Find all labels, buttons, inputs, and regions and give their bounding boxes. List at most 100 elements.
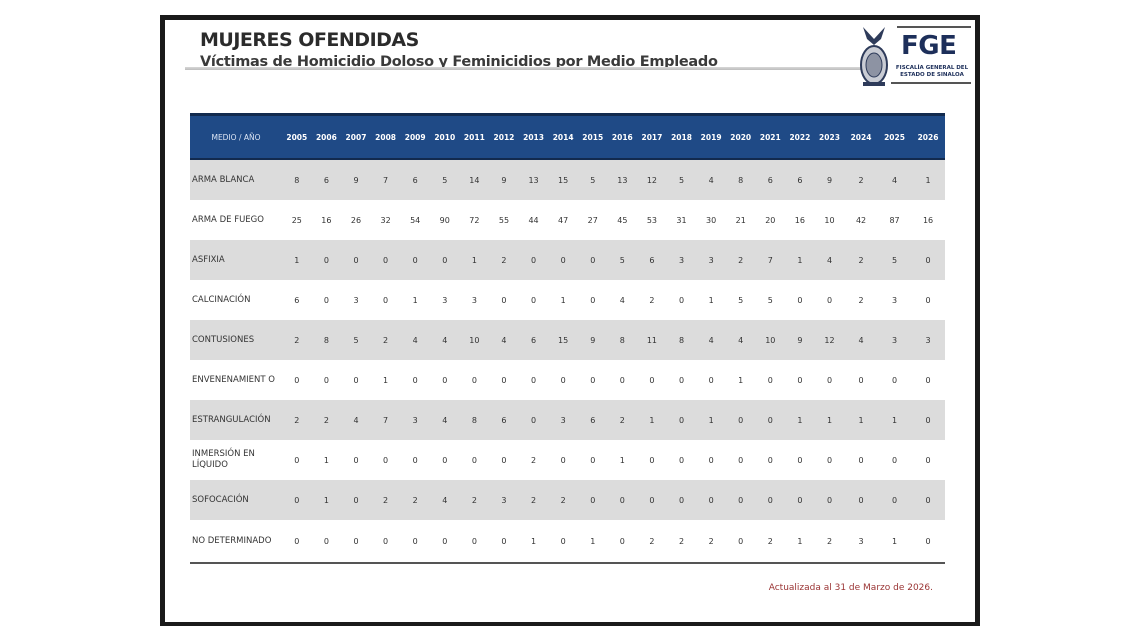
value-cell: 0 — [755, 480, 786, 520]
row-label: NO DETERMINADO — [190, 520, 282, 564]
value-cell: 0 — [607, 520, 638, 564]
value-cell: 0 — [341, 520, 371, 564]
value-cell: 2 — [370, 480, 401, 520]
value-cell: 54 — [410, 215, 421, 225]
row-label: ENVENENAMIENT O — [192, 374, 275, 385]
year-header: 2011 — [459, 113, 490, 160]
value-cell: 10 — [459, 320, 490, 360]
value-cell: 0 — [590, 455, 596, 465]
value-cell: 0 — [560, 455, 566, 465]
value-cell: 0 — [560, 375, 566, 385]
value-cell: 6 — [785, 159, 815, 200]
value-cell: 4 — [429, 480, 460, 520]
value-cell: 0 — [797, 295, 803, 305]
value-cell: 2 — [607, 400, 638, 440]
value-cell: 8 — [311, 320, 342, 360]
value-cell: 9 — [814, 159, 845, 200]
value-cell: 42 — [855, 215, 867, 225]
value-cell: 0 — [755, 400, 786, 440]
table-row: ASFIXIA 1 0 0 0 0 0 1 2 0 0 0 5 6 3 3 2 7 1 4 2 5 0 — [190, 240, 945, 280]
value-cell: 2 — [649, 295, 655, 305]
value-cell: 4 — [619, 295, 625, 305]
value-cell: 0 — [501, 375, 507, 385]
value-cell: 0 — [891, 375, 898, 385]
value-cell: 4 — [725, 320, 756, 360]
value-cell: 0 — [341, 240, 371, 280]
value-cell: 0 — [370, 520, 401, 564]
table-row: ARMA BLANCA 8 6 9 7 6 5 14 9 13 15 5 13 12 5 4 8 6 6 9 2 4 1 — [190, 159, 945, 200]
value-cell: 0 — [400, 520, 430, 564]
value-cell: 0 — [341, 480, 371, 520]
value-cell: 0 — [738, 455, 744, 465]
year-header: 2017 — [637, 113, 667, 160]
value-cell: 2 — [311, 400, 342, 440]
value-cell: 0 — [282, 480, 312, 520]
value-cell: 4 — [429, 320, 460, 360]
header-divider — [185, 67, 865, 70]
value-cell: 0 — [607, 480, 638, 520]
value-cell: 12 — [637, 159, 667, 200]
value-cell: 2 — [666, 520, 697, 564]
value-cell: 13 — [518, 159, 549, 200]
value-cell: 7 — [370, 159, 401, 200]
value-cell: 8 — [666, 320, 697, 360]
year-header: 2016 — [607, 113, 638, 160]
document-frame: MUJERES OFENDIDAS Víctimas de Homicidio … — [160, 15, 980, 626]
value-cell: 0 — [678, 375, 685, 385]
value-cell: 6 — [489, 400, 519, 440]
value-cell: 0 — [353, 375, 359, 385]
value-cell: 0 — [590, 375, 596, 385]
value-cell: 2 — [548, 480, 578, 520]
value-cell: 7 — [755, 240, 786, 280]
value-cell: 0 — [826, 455, 833, 465]
year-header: 2006 — [311, 113, 342, 160]
value-cell: 4 — [341, 400, 371, 440]
value-cell: 16 — [794, 215, 805, 225]
value-cell: 6 — [518, 320, 549, 360]
year-header: 2010 — [429, 113, 460, 160]
value-cell: 0 — [323, 295, 329, 305]
table-row: NO DETERMINADO 0 0 0 0 0 0 0 0 1 0 1 0 2 2 2 0 2 1 2 3 1 0 — [190, 520, 945, 564]
value-cell: 0 — [471, 455, 477, 465]
value-cell: 4 — [429, 400, 460, 440]
value-cell: 27 — [587, 215, 598, 225]
value-cell: 4 — [877, 159, 912, 200]
value-cell: 0 — [501, 295, 507, 305]
value-cell: 1 — [323, 455, 329, 465]
value-cell: 1 — [844, 400, 878, 440]
fge-logo: FGE FISCALÍA GENERAL DEL ESTADO DE SINALO… — [855, 23, 973, 93]
value-cell: 3 — [911, 320, 945, 360]
value-cell: 6 — [755, 159, 786, 200]
value-cell: 1 — [738, 375, 744, 385]
value-cell: 0 — [294, 375, 300, 385]
table-row: SOFOCACIÓN 0 1 0 2 2 4 2 3 2 2 0 0 0 0 0 0 0 0 0 0 0 0 — [190, 480, 945, 520]
value-cell: 6 — [577, 400, 608, 440]
value-cell: 44 — [528, 215, 539, 225]
value-cell: 31 — [676, 215, 687, 225]
value-cell: 15 — [548, 320, 578, 360]
value-cell: 20 — [765, 215, 776, 225]
value-cell: 8 — [282, 159, 312, 200]
state-coat-of-arms-icon — [860, 27, 888, 86]
table-row: CONTUSIONES 2 8 5 2 4 4 10 4 6 15 9 8 11 8 4 4 10 9 12 4 3 3 — [190, 320, 945, 360]
value-cell: 55 — [498, 215, 510, 225]
value-cell: 1 — [518, 520, 549, 564]
value-cell: 2 — [370, 320, 401, 360]
value-cell: 9 — [489, 159, 519, 200]
value-cell: 14 — [459, 159, 490, 200]
value-cell: 0 — [826, 375, 833, 385]
page-subtitle: Víctimas de Homicidio Doloso y Feminicid… — [200, 54, 718, 70]
value-cell: 0 — [323, 375, 329, 385]
value-cell: 0 — [577, 240, 608, 280]
value-cell: 1 — [877, 520, 912, 564]
value-cell: 90 — [439, 215, 450, 225]
value-cell: 2 — [459, 480, 490, 520]
victims-table: MEDIO / AÑO 2005 2006 2007 2008 2009 2010 2011… — [190, 113, 945, 564]
value-cell: 0 — [877, 480, 912, 520]
value-cell: 1 — [383, 375, 389, 385]
value-cell: 4 — [400, 320, 430, 360]
row-label: ESTRANGULACIÓN — [190, 400, 282, 440]
year-header: 2019 — [696, 113, 726, 160]
value-cell: 1 — [560, 295, 566, 305]
logo-org-line2: ESTADO DE SINALOA — [900, 72, 964, 78]
